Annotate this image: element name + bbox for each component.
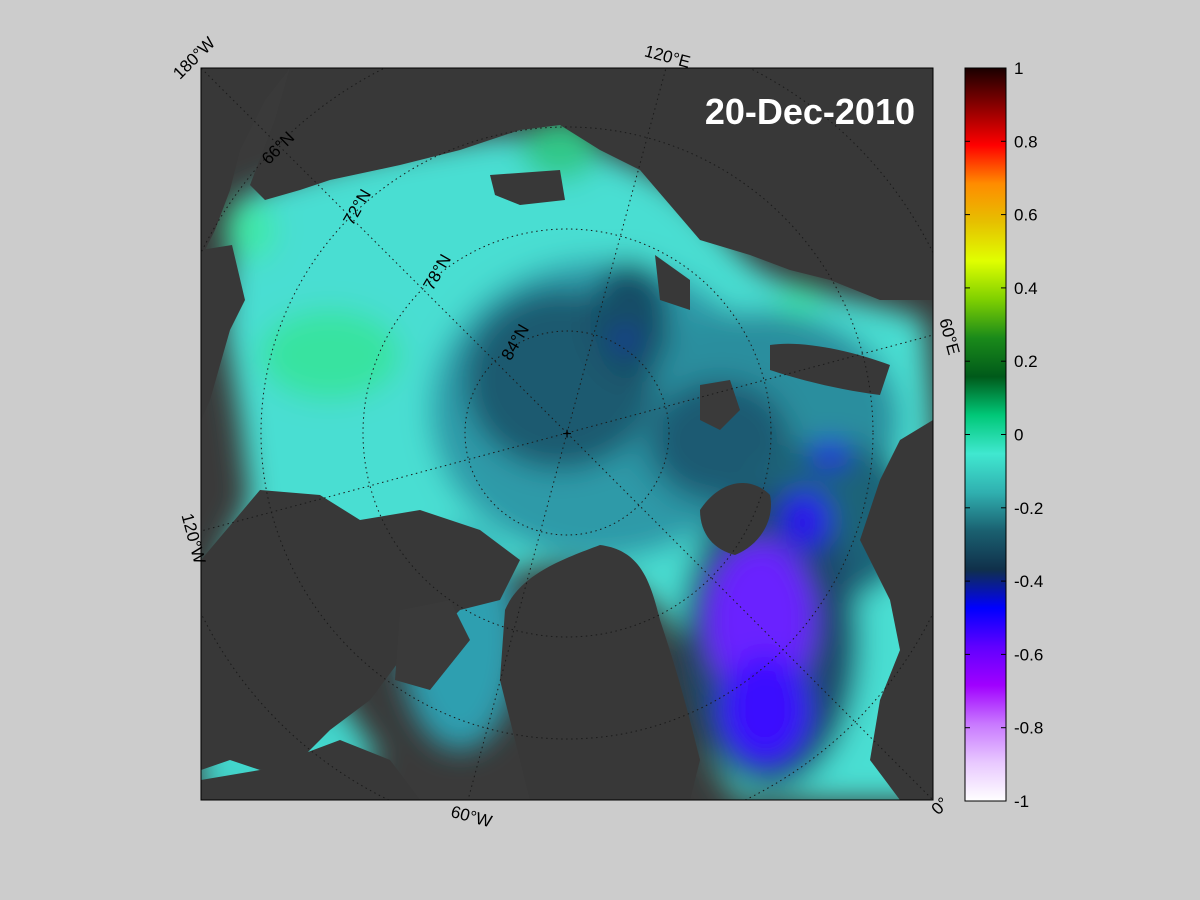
siberia-landmass [250,68,933,300]
graticule-lines [201,68,933,800]
colorbar-ticks: 1 0.8 0.6 0.4 0.2 0 -0.2 -0.4 -0.6 -0.8 -1 [965,59,1043,811]
svalbard-island [700,483,771,555]
map-area: + 66°N 72°N 78°N 84°N 20-Dec-2010 [201,68,933,800]
beaufort-coast [201,245,245,420]
lon-label-60W: 60°W [449,802,494,831]
colorbar-tick-label: 0.6 [1014,206,1038,225]
severnaya-zemlya [655,255,690,310]
lon-label-120E: 120°E [642,41,692,71]
alaska-coast [201,68,290,250]
colorbar: 1 0.8 0.6 0.4 0.2 0 -0.2 -0.4 -0.6 -0.8 -1 [964,59,1043,811]
colorbar-tick-label: 0.8 [1014,132,1038,151]
north-america-coast [201,740,420,800]
colorbar-gradient [964,67,1007,802]
map-frame [200,67,934,801]
colorbar-tick-label: -0.4 [1014,572,1043,591]
colorbar-tick-label: 0.4 [1014,279,1038,298]
colorbar-tick-label: -0.6 [1014,645,1043,664]
new-siberian-islands [490,170,565,205]
land-masses [201,68,933,800]
scandinavia-landmass [860,420,933,800]
pole-marker: + [562,426,571,443]
colorbar-tick-label: -0.8 [1014,719,1043,738]
lon-label-60E: 60°E [935,316,963,357]
colorbar-tick-label: 0.2 [1014,352,1038,371]
date-label: 20-Dec-2010 [705,91,915,132]
canadian-archipelago [201,490,520,770]
greenland-landmass [500,545,700,800]
franz-josef-land [700,380,740,430]
colorbar-tick-label: 0 [1014,426,1023,445]
colorbar-tick-label: 1 [1014,59,1023,78]
baffin-island [395,600,470,690]
colorbar-tick-label: -0.2 [1014,499,1043,518]
colorbar-tick-label: -1 [1014,792,1029,811]
novaya-zemlya [770,343,890,395]
